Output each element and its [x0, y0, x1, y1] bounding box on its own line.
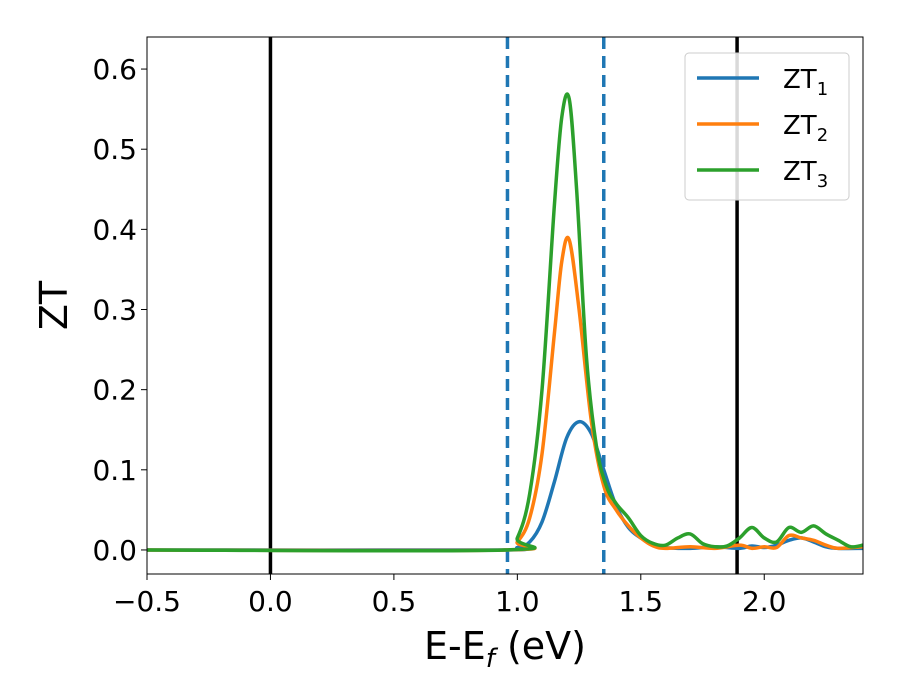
x-tick-label: 2.0: [742, 585, 787, 618]
y-tick-label: 0.6: [92, 53, 137, 86]
x-tick-label: 1.0: [495, 585, 540, 618]
x-tick-label: 1.5: [619, 585, 664, 618]
x-tick-label: 0.5: [372, 585, 417, 618]
x-tick-label: −0.5: [113, 585, 181, 618]
y-axis-label: ZT: [32, 280, 76, 330]
y-tick-label: 0.4: [92, 213, 137, 246]
y-tick-label: 0.0: [92, 534, 137, 567]
legend-box: [684, 52, 850, 201]
y-tick-label: 0.5: [92, 133, 137, 166]
y-tick-label: 0.2: [92, 374, 137, 407]
axis-ticks: −0.5 0.0 0.5 1.0 1.5 2.0 0.0 0.1 0.2 0.3 0.4 0.5 0.6: [92, 53, 786, 618]
plot-frame: [146, 36, 864, 575]
series-line-3: [147, 92, 863, 553]
y-tick-label: 0.1: [92, 454, 137, 487]
y-tick-label: 0.3: [92, 294, 137, 327]
series-line-2: [147, 235, 863, 553]
x-tick-label: 0.0: [248, 585, 293, 618]
x-axis-label: E-Ef (eV): [424, 624, 586, 674]
